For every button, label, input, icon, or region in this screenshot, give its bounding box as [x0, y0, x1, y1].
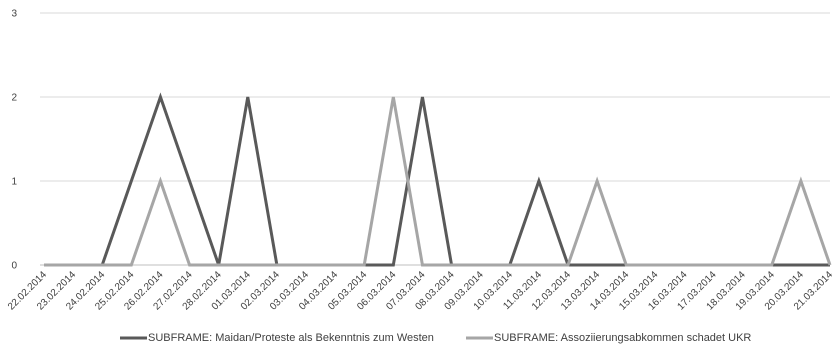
gridlines [40, 12, 830, 182]
y-tick-label: 2 [11, 93, 17, 104]
y-tick-label: 0 [11, 261, 17, 272]
y-tick-label: 1 [11, 177, 17, 188]
legend-label-2: SUBFRAME: Assoziierungsabkommen schadet … [494, 332, 751, 344]
series-lines [44, 92, 832, 267]
series-line-2 [44, 96, 832, 267]
y-tick-label: 3 [11, 9, 17, 20]
legend-label-1: SUBFRAME: Maidan/Proteste als Bekenntnis… [148, 332, 434, 344]
y-axis-ticks: 0 1 2 3 [11, 9, 17, 272]
legend: SUBFRAME: Maidan/Proteste als Bekenntnis… [120, 332, 751, 344]
x-axis-ticks: 22.02.201423.02.201424.02.201425.02.2014… [6, 269, 835, 312]
